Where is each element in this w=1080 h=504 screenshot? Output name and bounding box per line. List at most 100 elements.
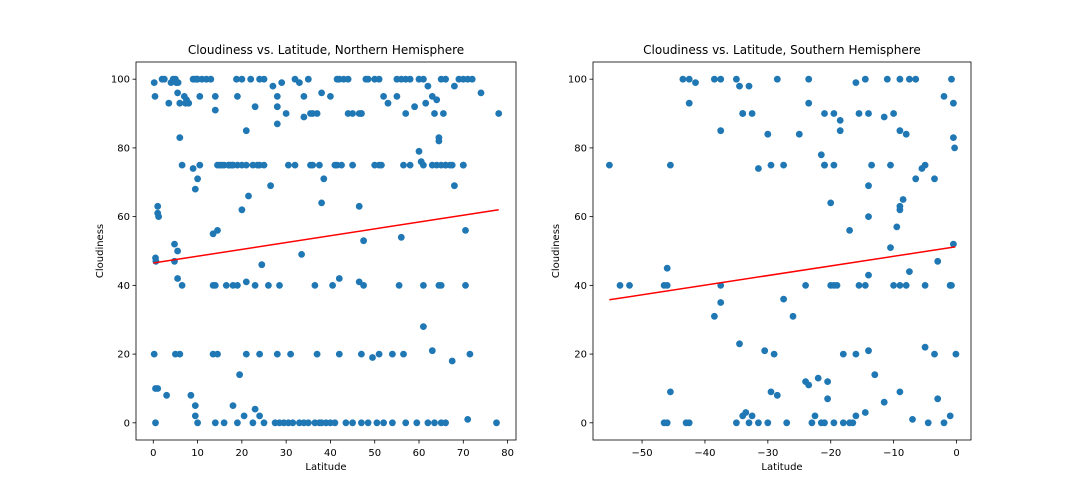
data-point: [717, 127, 725, 135]
data-point: [736, 340, 743, 348]
data-point: [380, 419, 387, 427]
data-point: [902, 130, 910, 138]
data-point: [300, 113, 308, 121]
data-point: [229, 161, 237, 169]
data-point: [150, 350, 158, 358]
data-point: [808, 419, 816, 427]
data-point: [852, 412, 860, 420]
x-tick-label: 10: [191, 448, 204, 459]
data-point: [291, 161, 299, 169]
axes-frame: [592, 61, 972, 441]
data-point: [767, 388, 775, 396]
data-point: [393, 75, 401, 83]
data-point: [855, 282, 863, 289]
data-point: [865, 213, 872, 221]
data-point: [931, 175, 938, 183]
data-point: [214, 350, 221, 358]
data-point: [296, 79, 303, 86]
data-point: [335, 350, 343, 358]
data-point: [736, 82, 743, 90]
data-point: [906, 268, 913, 275]
data-point: [951, 144, 958, 152]
data-point: [245, 192, 252, 200]
y-tick-label: 100: [568, 75, 587, 86]
data-point: [748, 412, 756, 420]
data-point: [855, 110, 863, 117]
data-point: [384, 99, 392, 107]
data-point: [304, 419, 312, 427]
data-point: [448, 357, 456, 365]
y-tick-label: 40: [117, 281, 130, 292]
data-point: [196, 93, 204, 100]
data-point: [896, 75, 904, 83]
data-point: [493, 419, 500, 427]
data-point: [663, 282, 671, 289]
y-tick-label: 100: [111, 75, 130, 86]
data-point: [349, 419, 356, 427]
data-point: [717, 299, 725, 306]
data-point: [924, 419, 932, 427]
data-point: [174, 79, 182, 86]
data-point: [431, 419, 438, 427]
data-point: [663, 264, 671, 272]
data-point: [269, 82, 277, 90]
x-tick-label: −10: [883, 448, 904, 459]
data-point: [375, 161, 383, 169]
data-point: [437, 282, 445, 289]
data-point: [940, 93, 948, 100]
data-point: [824, 395, 831, 403]
data-point: [194, 419, 202, 427]
y-tick-label: 60: [117, 212, 130, 223]
y-tick-label: 0: [124, 418, 130, 429]
data-point: [318, 89, 325, 97]
data-point: [755, 419, 762, 427]
data-point: [899, 196, 907, 203]
data-point: [256, 350, 263, 358]
data-point: [406, 75, 414, 83]
x-tick-label: −50: [632, 448, 653, 459]
x-tick-label: 40: [324, 448, 337, 459]
data-point: [380, 93, 387, 100]
data-point: [211, 419, 219, 427]
data-point: [462, 282, 469, 289]
data-point: [211, 282, 219, 289]
data-point: [428, 347, 436, 355]
data-point: [767, 161, 775, 169]
data-point: [273, 350, 281, 358]
data-point: [318, 199, 325, 207]
data-point: [193, 75, 201, 83]
data-point: [287, 350, 294, 358]
data-point: [940, 419, 948, 427]
data-point: [160, 75, 168, 83]
data-point: [821, 110, 828, 117]
data-point: [165, 99, 173, 107]
data-point: [189, 165, 197, 172]
data-point: [764, 130, 772, 138]
data-point: [154, 202, 162, 210]
data-point: [176, 99, 184, 107]
data-point: [921, 282, 929, 289]
data-point: [761, 347, 769, 355]
data-point: [733, 75, 740, 83]
data-point: [805, 381, 813, 389]
data-point: [171, 240, 178, 248]
data-point: [773, 75, 781, 83]
data-point: [234, 282, 241, 289]
data-point: [431, 110, 438, 117]
data-point: [780, 295, 787, 303]
plot-area: [150, 75, 503, 427]
plot-area: [606, 75, 960, 427]
data-point: [852, 350, 860, 358]
x-tick-label: 20: [235, 448, 248, 459]
data-point: [222, 282, 230, 289]
ticks: −50 −40 −30 −20 −10 0 0 20 40 60 80 100: [568, 75, 960, 459]
data-point: [952, 350, 960, 358]
data-point: [839, 350, 847, 358]
data-point: [839, 419, 847, 427]
data-point: [626, 282, 633, 289]
data-point: [440, 110, 447, 117]
data-point: [424, 82, 432, 90]
data-point: [934, 395, 942, 403]
data-point: [218, 161, 226, 169]
regression-line: [153, 209, 499, 264]
